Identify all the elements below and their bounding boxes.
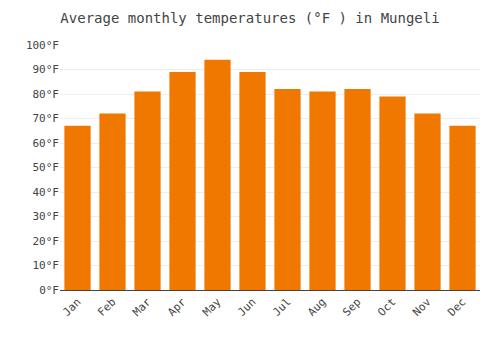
svg-text:Apr: Apr: [165, 295, 189, 319]
svg-text:80°F: 80°F: [33, 88, 60, 101]
svg-text:Oct: Oct: [375, 296, 398, 319]
svg-text:Jan: Jan: [60, 296, 83, 319]
svg-text:70°F: 70°F: [33, 112, 60, 125]
svg-text:90°F: 90°F: [33, 63, 60, 76]
svg-text:60°F: 60°F: [33, 137, 60, 150]
svg-text:Mar: Mar: [130, 295, 154, 319]
svg-text:10°F: 10°F: [33, 259, 60, 272]
svg-text:50°F: 50°F: [33, 161, 60, 174]
svg-text:Jul: Jul: [270, 296, 293, 319]
svg-text:Sep: Sep: [340, 296, 363, 319]
svg-text:30°F: 30°F: [33, 210, 60, 223]
svg-text:Nov: Nov: [410, 295, 434, 319]
svg-text:Average monthly temperatures (: Average monthly temperatures (°F ) in Mu…: [60, 10, 439, 26]
svg-text:Feb: Feb: [95, 296, 118, 319]
svg-text:May: May: [200, 295, 224, 319]
svg-text:40°F: 40°F: [33, 186, 60, 199]
svg-text:Dec: Dec: [445, 296, 468, 319]
svg-text:0°F: 0°F: [39, 284, 59, 297]
svg-text:Aug: Aug: [305, 296, 328, 319]
svg-text:100°F: 100°F: [26, 39, 59, 52]
svg-text:20°F: 20°F: [33, 235, 60, 248]
svg-text:Jun: Jun: [235, 296, 258, 319]
